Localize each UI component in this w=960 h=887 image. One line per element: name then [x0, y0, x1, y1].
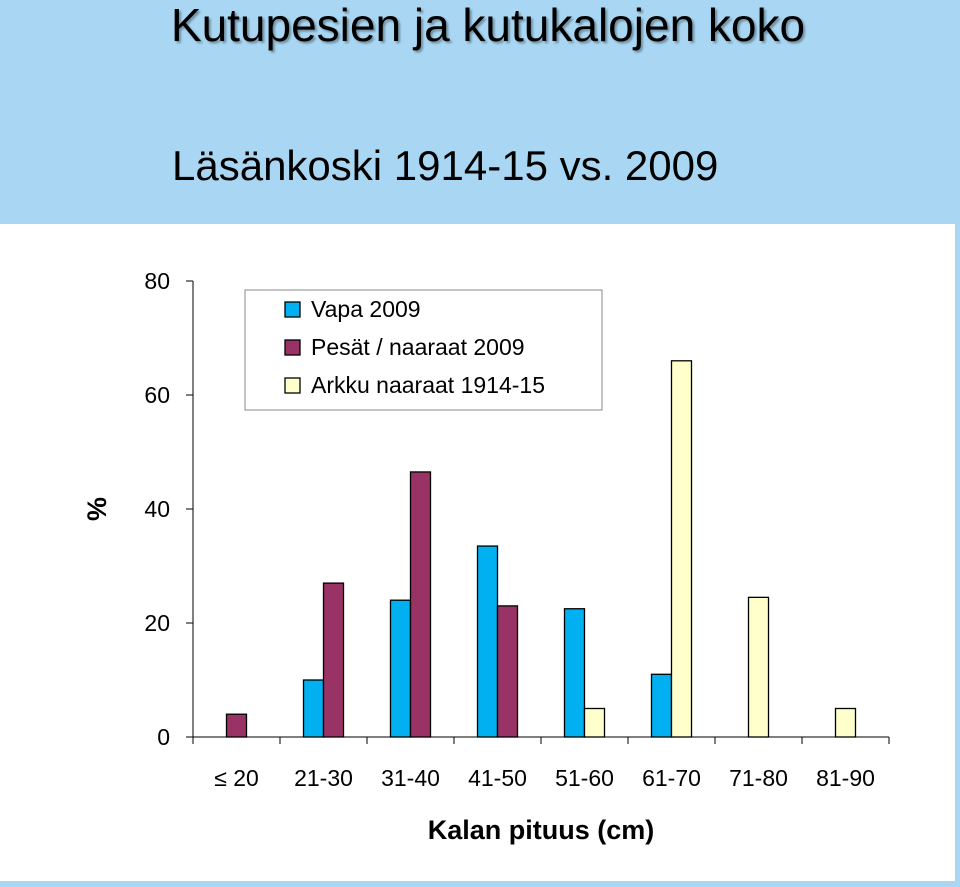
y-tick-label: 40	[144, 496, 170, 522]
bar-series-1	[563, 608, 586, 738]
x-tick-label: 71-80	[729, 765, 788, 791]
y-axis-title: %	[82, 497, 112, 521]
legend-swatch	[284, 339, 301, 356]
legend-label: Arkku naaraat 1914-15	[311, 372, 545, 398]
x-tick-label: 21-30	[294, 765, 353, 791]
x-tick-label: 31-40	[381, 765, 440, 791]
bar-series-1	[476, 545, 499, 738]
legend-box	[244, 289, 603, 411]
bar-series-2	[225, 713, 248, 738]
legend-label: Pesät / naaraat 2009	[311, 334, 525, 360]
x-tick-label: 41-50	[468, 765, 527, 791]
bar-series-3	[747, 596, 770, 738]
bar-series-3	[834, 707, 857, 738]
chart-area: 0 20 40 60 80 ≤ 20 21-30 31-40 41-50 51-60 61-70 71…	[0, 224, 955, 881]
y-tick-label: 80	[144, 268, 170, 294]
legend-label: Vapa 2009	[311, 296, 421, 322]
x-tick-label: 51-60	[555, 765, 614, 791]
bar-chart: 0 20 40 60 80 ≤ 20 21-30 31-40 41-50 51-60 61-70 71…	[82, 268, 890, 845]
bar-series-1	[389, 599, 412, 738]
x-tick-label: 81-90	[816, 765, 875, 791]
bar-series-2	[496, 605, 519, 738]
legend-swatch	[284, 301, 301, 318]
slide-subtitle: Läsänkoski 1914-15 vs. 2009	[172, 142, 719, 189]
bar-series-2	[409, 471, 432, 738]
x-tick-label: ≤ 20	[214, 765, 259, 791]
bar-series-3	[583, 707, 606, 738]
bar-series-2	[322, 582, 345, 738]
legend-swatch	[284, 377, 301, 394]
x-tick-label: 61-70	[642, 765, 701, 791]
bar-series-3	[670, 360, 693, 738]
slide-title: Kutupesien ja kutukalojen koko	[170, 0, 806, 51]
x-axis-title: Kalan pituus (cm)	[428, 815, 655, 845]
bar-series-1	[302, 679, 325, 738]
y-tick-label: 20	[144, 610, 170, 636]
bar-series-1	[650, 673, 673, 738]
y-tick-label: 60	[144, 382, 170, 408]
y-tick-label: 0	[157, 724, 170, 750]
